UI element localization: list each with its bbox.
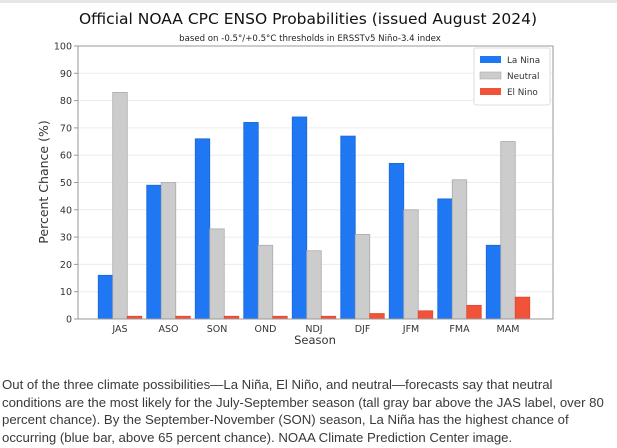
bar-la-nina-jas: [97, 274, 114, 320]
bar-la-nina-jfm: [388, 162, 405, 320]
x-tick-label: NDJ: [305, 324, 322, 335]
gridlines: [78, 72, 553, 293]
x-tick-label: ASO: [158, 324, 178, 335]
y-tick-label: 90: [60, 69, 72, 80]
bar-la-nina-fma: [437, 198, 453, 320]
y-tick-label: 30: [60, 233, 72, 244]
chart-subtitle: based on -0.5°/+0.5°C thresholds in ERSS…: [179, 34, 441, 44]
bar-neutral-mam: [500, 141, 516, 320]
y-axis-label: Percent Chance (%): [36, 120, 51, 243]
y-tick-label: 10: [60, 287, 72, 298]
y-tick-label: 60: [60, 151, 72, 162]
y-tick-label: 50: [60, 178, 72, 189]
top-border: [0, 0, 617, 3]
y-tick-label: 100: [54, 42, 72, 53]
x-axis-label: Season: [294, 333, 336, 347]
legend-label: Neutral: [507, 72, 539, 82]
bar-la-nina-son: [194, 138, 211, 320]
x-tick-label: JAS: [111, 324, 127, 335]
x-tick-label: DJF: [355, 324, 371, 335]
bar-el-nino-djf: [369, 313, 385, 320]
y-axis-ticks: 0 10 20 30 40 50 60 70 80 90 100: [54, 42, 78, 326]
plot-frame: [77, 45, 554, 320]
bar-la-nina-mam: [485, 244, 502, 320]
x-tick-label: SON: [207, 324, 228, 335]
bar-neutral-ndj: [306, 250, 322, 320]
image-caption: Out of the three climate possibilities—L…: [2, 377, 604, 445]
bar-la-nina-aso: [146, 184, 162, 320]
legend-swatch-neutral: [479, 71, 502, 80]
x-tick-label: MAM: [497, 324, 520, 335]
legend-label: El Nino: [507, 88, 538, 98]
bar-neutral-jfm: [403, 209, 419, 320]
x-tick-label: FMA: [449, 324, 470, 335]
x-tick-label: JFM: [402, 324, 419, 335]
legend: La Nina Neutral El Nino: [473, 47, 551, 106]
bar-neutral-jas: [112, 92, 128, 320]
chart-title: Official NOAA CPC ENSO Probabilities (is…: [79, 10, 537, 28]
enso-probability-chart: Official NOAA CPC ENSO Probabilities (is…: [36, 10, 554, 347]
y-tick-label: 0: [66, 315, 72, 326]
y-tick-label: 70: [60, 123, 72, 134]
bar-el-nino-jfm: [417, 310, 434, 320]
bar-neutral-djf: [354, 233, 371, 320]
bar-la-nina-ond: [243, 122, 259, 320]
legend-swatch-el-nino: [480, 88, 501, 95]
x-tick-label: OND: [255, 324, 277, 335]
bar-neutral-ond: [257, 244, 274, 320]
bar-el-nino-fma: [466, 304, 482, 320]
y-tick-label: 40: [60, 205, 72, 216]
y-tick-label: 20: [60, 260, 72, 271]
bar-el-nino-mam: [514, 296, 531, 320]
bar-la-nina-ndj: [291, 116, 308, 320]
y-tick-label: 80: [60, 96, 72, 107]
bar-neutral-aso: [160, 182, 177, 320]
bar-neutral-fma: [451, 179, 468, 320]
bar-neutral-son: [209, 228, 225, 320]
legend-swatch-la-nina: [480, 56, 501, 63]
x-axis-ticks: JAS ASO SON OND NDJ DJF JFM FMA MAM: [111, 324, 519, 335]
bars: [97, 92, 531, 320]
legend-label: La Nina: [507, 56, 540, 66]
bar-la-nina-djf: [340, 135, 356, 320]
